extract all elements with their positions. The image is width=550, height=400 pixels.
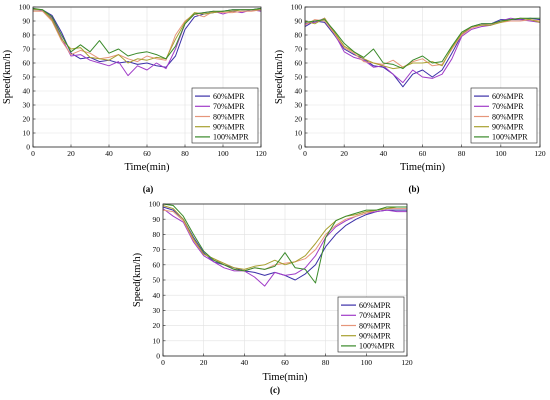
panel-label: (a): [143, 184, 154, 194]
x-tick-label: 40: [241, 358, 249, 367]
y-tick-label: 100: [149, 200, 161, 209]
x-axis-label: Time(min): [400, 162, 446, 173]
y-tick-label: 30: [153, 306, 161, 315]
y-tick-label: 100: [19, 3, 31, 12]
y-tick-label: 40: [295, 87, 303, 96]
y-tick-label: 0: [156, 352, 160, 361]
x-tick-label: 80: [181, 149, 189, 158]
y-tick-label: 80: [295, 31, 303, 40]
chart-panel-2: 0 20 40 60 80 100 120 0 10 20 30 40 50 60 70 80 90 100 Tim…: [274, 3, 546, 194]
x-tick-label: 100: [495, 149, 507, 158]
legend-entry: 100%MPR: [213, 133, 249, 142]
panel-label: (b): [409, 184, 420, 194]
y-tick-label: 20: [153, 321, 161, 330]
y-tick-label: 0: [298, 143, 302, 152]
legend-entry: 90%MPR: [492, 123, 524, 132]
x-tick-label: 120: [401, 358, 413, 367]
y-tick-label: 80: [153, 230, 161, 239]
series-line-60pctMPR: [304, 17, 541, 88]
legend-entry: 90%MPR: [359, 332, 391, 341]
x-tick-label: 60: [143, 149, 151, 158]
y-tick-label: 50: [153, 276, 161, 285]
x-tick-label: 0: [161, 358, 165, 367]
x-tick-label: 40: [105, 149, 113, 158]
y-tick-label: 70: [295, 45, 303, 54]
legend-entry: 90%MPR: [213, 123, 245, 132]
x-tick-label: 100: [361, 358, 373, 367]
series-line-100pctMPR: [32, 7, 262, 60]
y-tick-label: 100: [291, 3, 303, 12]
x-tick-label: 120: [255, 149, 267, 158]
y-tick-label: 20: [295, 115, 303, 124]
y-tick-label: 20: [23, 115, 31, 124]
legend-entry: 100%MPR: [359, 342, 395, 351]
y-tick-label: 30: [23, 101, 31, 110]
y-tick-label: 90: [23, 17, 31, 26]
legend-entry: 70%MPR: [359, 311, 391, 320]
legend-entry: 60%MPR: [492, 92, 524, 101]
series-line-100pctMPR: [304, 17, 540, 70]
series-line-80pctMPR: [33, 9, 262, 63]
legend-entry: 70%MPR: [213, 102, 245, 111]
legend-entry: 70%MPR: [492, 102, 524, 111]
x-axis-label: Time(min): [124, 162, 170, 173]
y-tick-label: 0: [26, 143, 30, 152]
y-tick-label: 40: [23, 87, 31, 96]
y-tick-label: 30: [295, 101, 303, 110]
y-tick-label: 10: [295, 129, 303, 138]
y-tick-label: 40: [153, 291, 161, 300]
x-tick-label: 20: [200, 358, 208, 367]
x-tick-label: 0: [31, 149, 35, 158]
legend-entry: 60%MPR: [213, 92, 245, 101]
y-tick-label: 10: [153, 336, 161, 345]
y-tick-label: 50: [295, 73, 303, 82]
series-line-100pctMPR: [162, 203, 407, 284]
y-tick-label: 60: [23, 59, 31, 68]
x-tick-label: 80: [322, 358, 330, 367]
x-tick-label: 0: [303, 149, 307, 158]
legend-entry: 100%MPR: [492, 133, 528, 142]
x-tick-label: 20: [67, 149, 75, 158]
legend-entry: 80%MPR: [213, 112, 245, 121]
legend-box: [191, 87, 259, 144]
y-tick-label: 50: [23, 73, 31, 82]
y-tick-label: 90: [153, 215, 161, 224]
x-tick-label: 20: [340, 149, 348, 158]
series-line-90pctMPR: [162, 205, 407, 270]
y-axis-label: Speed(km/h): [132, 252, 143, 307]
legend-box: [470, 87, 538, 144]
chart-panel-3: 0 20 40 60 80 100 120 0 10 20 30 40 50 60 70 80 90 100 Tim…: [132, 200, 413, 395]
y-tick-label: 60: [153, 260, 161, 269]
legend-entry: 80%MPR: [492, 112, 524, 121]
x-tick-label: 40: [380, 149, 388, 158]
panel-label: (c): [270, 385, 280, 395]
legend-box: [337, 296, 405, 353]
y-axis-label: Speed(km/h): [274, 49, 285, 104]
y-axis-label: Speed(km/h): [2, 49, 13, 104]
x-tick-label: 60: [419, 149, 427, 158]
x-tick-label: 100: [217, 149, 229, 158]
x-tick-label: 60: [281, 358, 289, 367]
x-tick-label: 120: [534, 149, 546, 158]
y-tick-label: 10: [23, 129, 31, 138]
y-tick-label: 80: [23, 31, 31, 40]
x-axis-label: Time(min): [262, 372, 308, 383]
series-line-70pctMPR: [32, 7, 262, 77]
y-tick-label: 70: [153, 245, 161, 254]
y-tick-label: 70: [23, 45, 31, 54]
series-line-90pctMPR: [304, 17, 541, 70]
x-tick-label: 80: [458, 149, 466, 158]
legend-entry: 80%MPR: [359, 321, 391, 330]
y-tick-label: 60: [295, 59, 303, 68]
y-tick-label: 90: [295, 17, 303, 26]
legend-entry: 60%MPR: [359, 301, 391, 310]
chart-panel-1: 0 20 40 60 80 100 120 0 10 20 30 40 50 60 70 80 90 100 Tim…: [2, 3, 267, 194]
